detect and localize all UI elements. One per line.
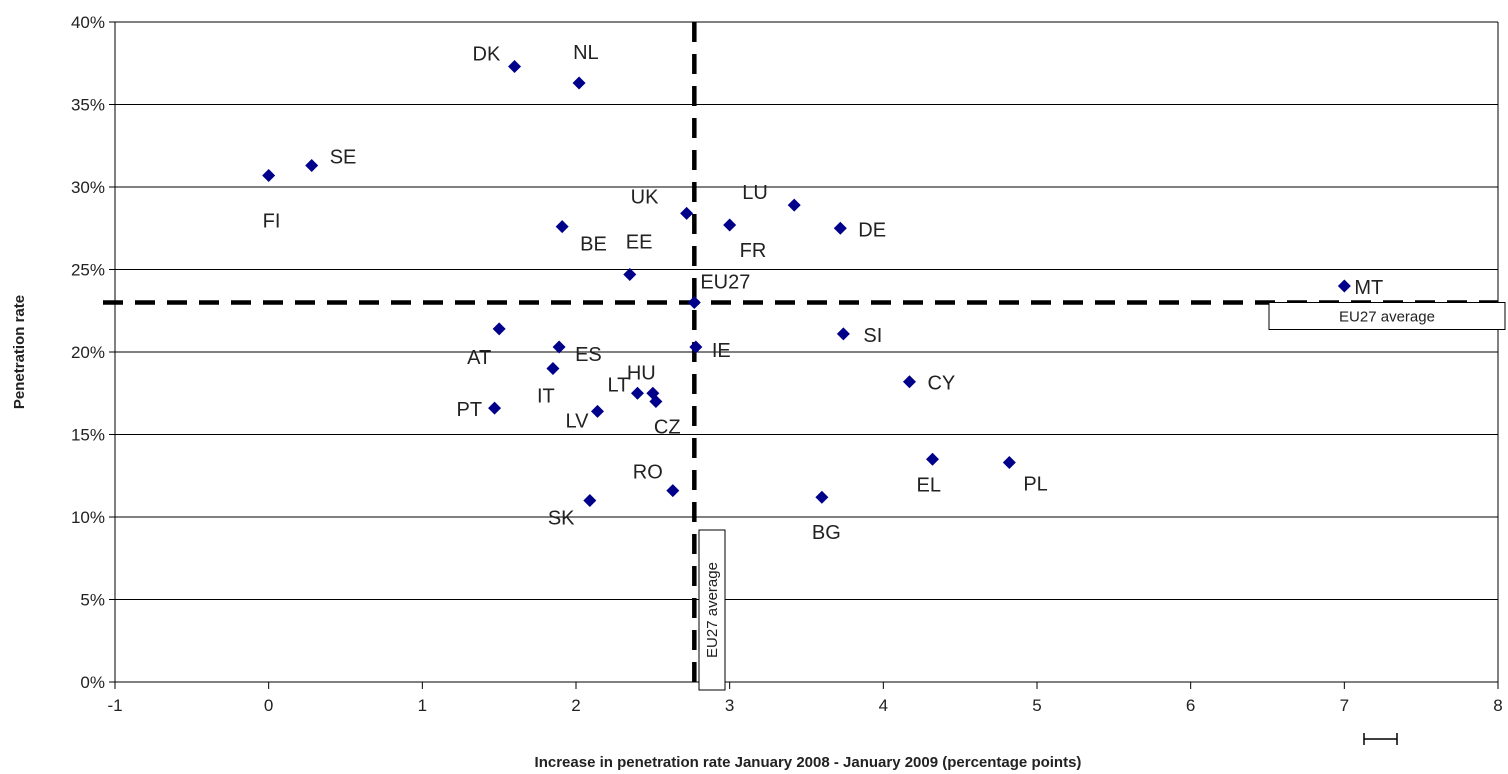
point-dk bbox=[508, 60, 522, 74]
point-be bbox=[555, 220, 569, 234]
label-el: EL bbox=[917, 474, 941, 496]
eu27-average-vertical-box bbox=[698, 529, 726, 691]
label-fr: FR bbox=[740, 240, 767, 262]
y-tick-label: 10% bbox=[71, 508, 105, 527]
point-cy bbox=[902, 375, 916, 389]
x-axis-title: Increase in penetration rate January 200… bbox=[535, 754, 1082, 771]
label-hu: HU bbox=[627, 362, 656, 384]
label-eu27: EU27 bbox=[700, 272, 750, 294]
label-se: SE bbox=[330, 147, 357, 169]
point-pl bbox=[1002, 456, 1016, 470]
x-tick-label: 4 bbox=[879, 696, 888, 715]
y-tick-label: 20% bbox=[71, 343, 105, 362]
label-lu: LU bbox=[742, 182, 768, 204]
point-it bbox=[546, 362, 560, 375]
point-si bbox=[836, 327, 850, 341]
label-nl: NL bbox=[573, 42, 599, 64]
y-tick-label: 5% bbox=[80, 591, 105, 610]
point-lu bbox=[787, 198, 801, 212]
point-pt bbox=[488, 401, 502, 415]
eu27-average-horizontal-label: EU27 average bbox=[1339, 309, 1435, 326]
scale-bar-icon bbox=[1363, 733, 1398, 745]
label-lt: LT bbox=[607, 374, 629, 396]
label-ro: RO bbox=[633, 462, 663, 484]
y-axis-title: Penetration rate bbox=[11, 295, 28, 409]
x-tick-label: 1 bbox=[418, 696, 427, 715]
y-tick-label: 15% bbox=[71, 426, 105, 445]
grid-lines bbox=[115, 21, 1498, 683]
x-tick-label: 0 bbox=[264, 696, 273, 715]
tick-labels: 0% 5% 10% 15% 20% 25% 30% 35% 40% -1 0 1 2 3 4 5 6 7 8 bbox=[71, 13, 1503, 715]
label-si: SI bbox=[863, 325, 882, 347]
label-be: BE bbox=[580, 234, 607, 256]
point-nl bbox=[572, 76, 586, 90]
x-tick-label: -1 bbox=[107, 696, 122, 715]
label-pt: PT bbox=[457, 399, 483, 421]
label-es: ES bbox=[575, 344, 602, 366]
y-tick-label: 25% bbox=[71, 261, 105, 280]
x-tick-label: 7 bbox=[1340, 696, 1349, 715]
point-uk bbox=[680, 206, 694, 220]
eu27-average-vertical-label: EU27 average bbox=[704, 562, 721, 658]
point-lt bbox=[630, 386, 644, 400]
label-bg: BG bbox=[812, 522, 841, 544]
label-cy: CY bbox=[927, 373, 955, 395]
label-dk: DK bbox=[473, 44, 501, 66]
reference-labels: EU27 average EU27 average bbox=[698, 302, 1506, 691]
label-de: DE bbox=[858, 219, 886, 241]
y-tick-label: 30% bbox=[71, 178, 105, 197]
label-cz: CZ bbox=[654, 417, 681, 439]
point-ie bbox=[689, 340, 703, 354]
x-tick-label: 6 bbox=[1186, 696, 1195, 715]
x-tick-label: 3 bbox=[725, 696, 734, 715]
label-pl: PL bbox=[1023, 474, 1047, 496]
point-cz bbox=[649, 395, 663, 408]
label-sk: SK bbox=[548, 508, 575, 530]
label-at: AT bbox=[467, 347, 491, 369]
eu27-average-horizontal-box bbox=[1268, 302, 1506, 330]
label-fi: FI bbox=[263, 210, 281, 232]
label-ee: EE bbox=[626, 231, 653, 253]
data-points bbox=[262, 60, 1351, 507]
y-tick-label: 35% bbox=[71, 96, 105, 115]
y-tick-label: 40% bbox=[71, 13, 105, 32]
point-fi bbox=[262, 168, 276, 182]
point-eu27 bbox=[687, 296, 701, 309]
point-ro bbox=[666, 484, 680, 498]
point-se bbox=[305, 159, 319, 173]
label-uk: UK bbox=[631, 186, 659, 208]
label-lv: LV bbox=[566, 410, 590, 432]
point-el bbox=[926, 452, 940, 466]
label-ie: IE bbox=[712, 340, 731, 362]
point-mt bbox=[1337, 279, 1351, 293]
point-de bbox=[833, 221, 847, 235]
y-tick-label: 0% bbox=[80, 673, 105, 692]
label-mt: MT bbox=[1354, 277, 1383, 299]
point-es bbox=[552, 340, 566, 354]
point-bg bbox=[815, 490, 829, 504]
point-at bbox=[492, 322, 506, 336]
point-labels: DK NL SE FI UK LU FR DE BE EE EU27 MT AT ES IE SI IT HULT… bbox=[263, 42, 1384, 544]
point-ee bbox=[623, 267, 637, 281]
point-sk bbox=[583, 494, 597, 507]
label-it: IT bbox=[537, 386, 555, 408]
point-lv bbox=[591, 404, 605, 418]
point-fr bbox=[723, 218, 737, 232]
x-tick-label: 8 bbox=[1493, 696, 1502, 715]
x-tick-label: 2 bbox=[571, 696, 580, 715]
x-tick-label: 5 bbox=[1032, 696, 1041, 715]
axes bbox=[109, 21, 1499, 689]
